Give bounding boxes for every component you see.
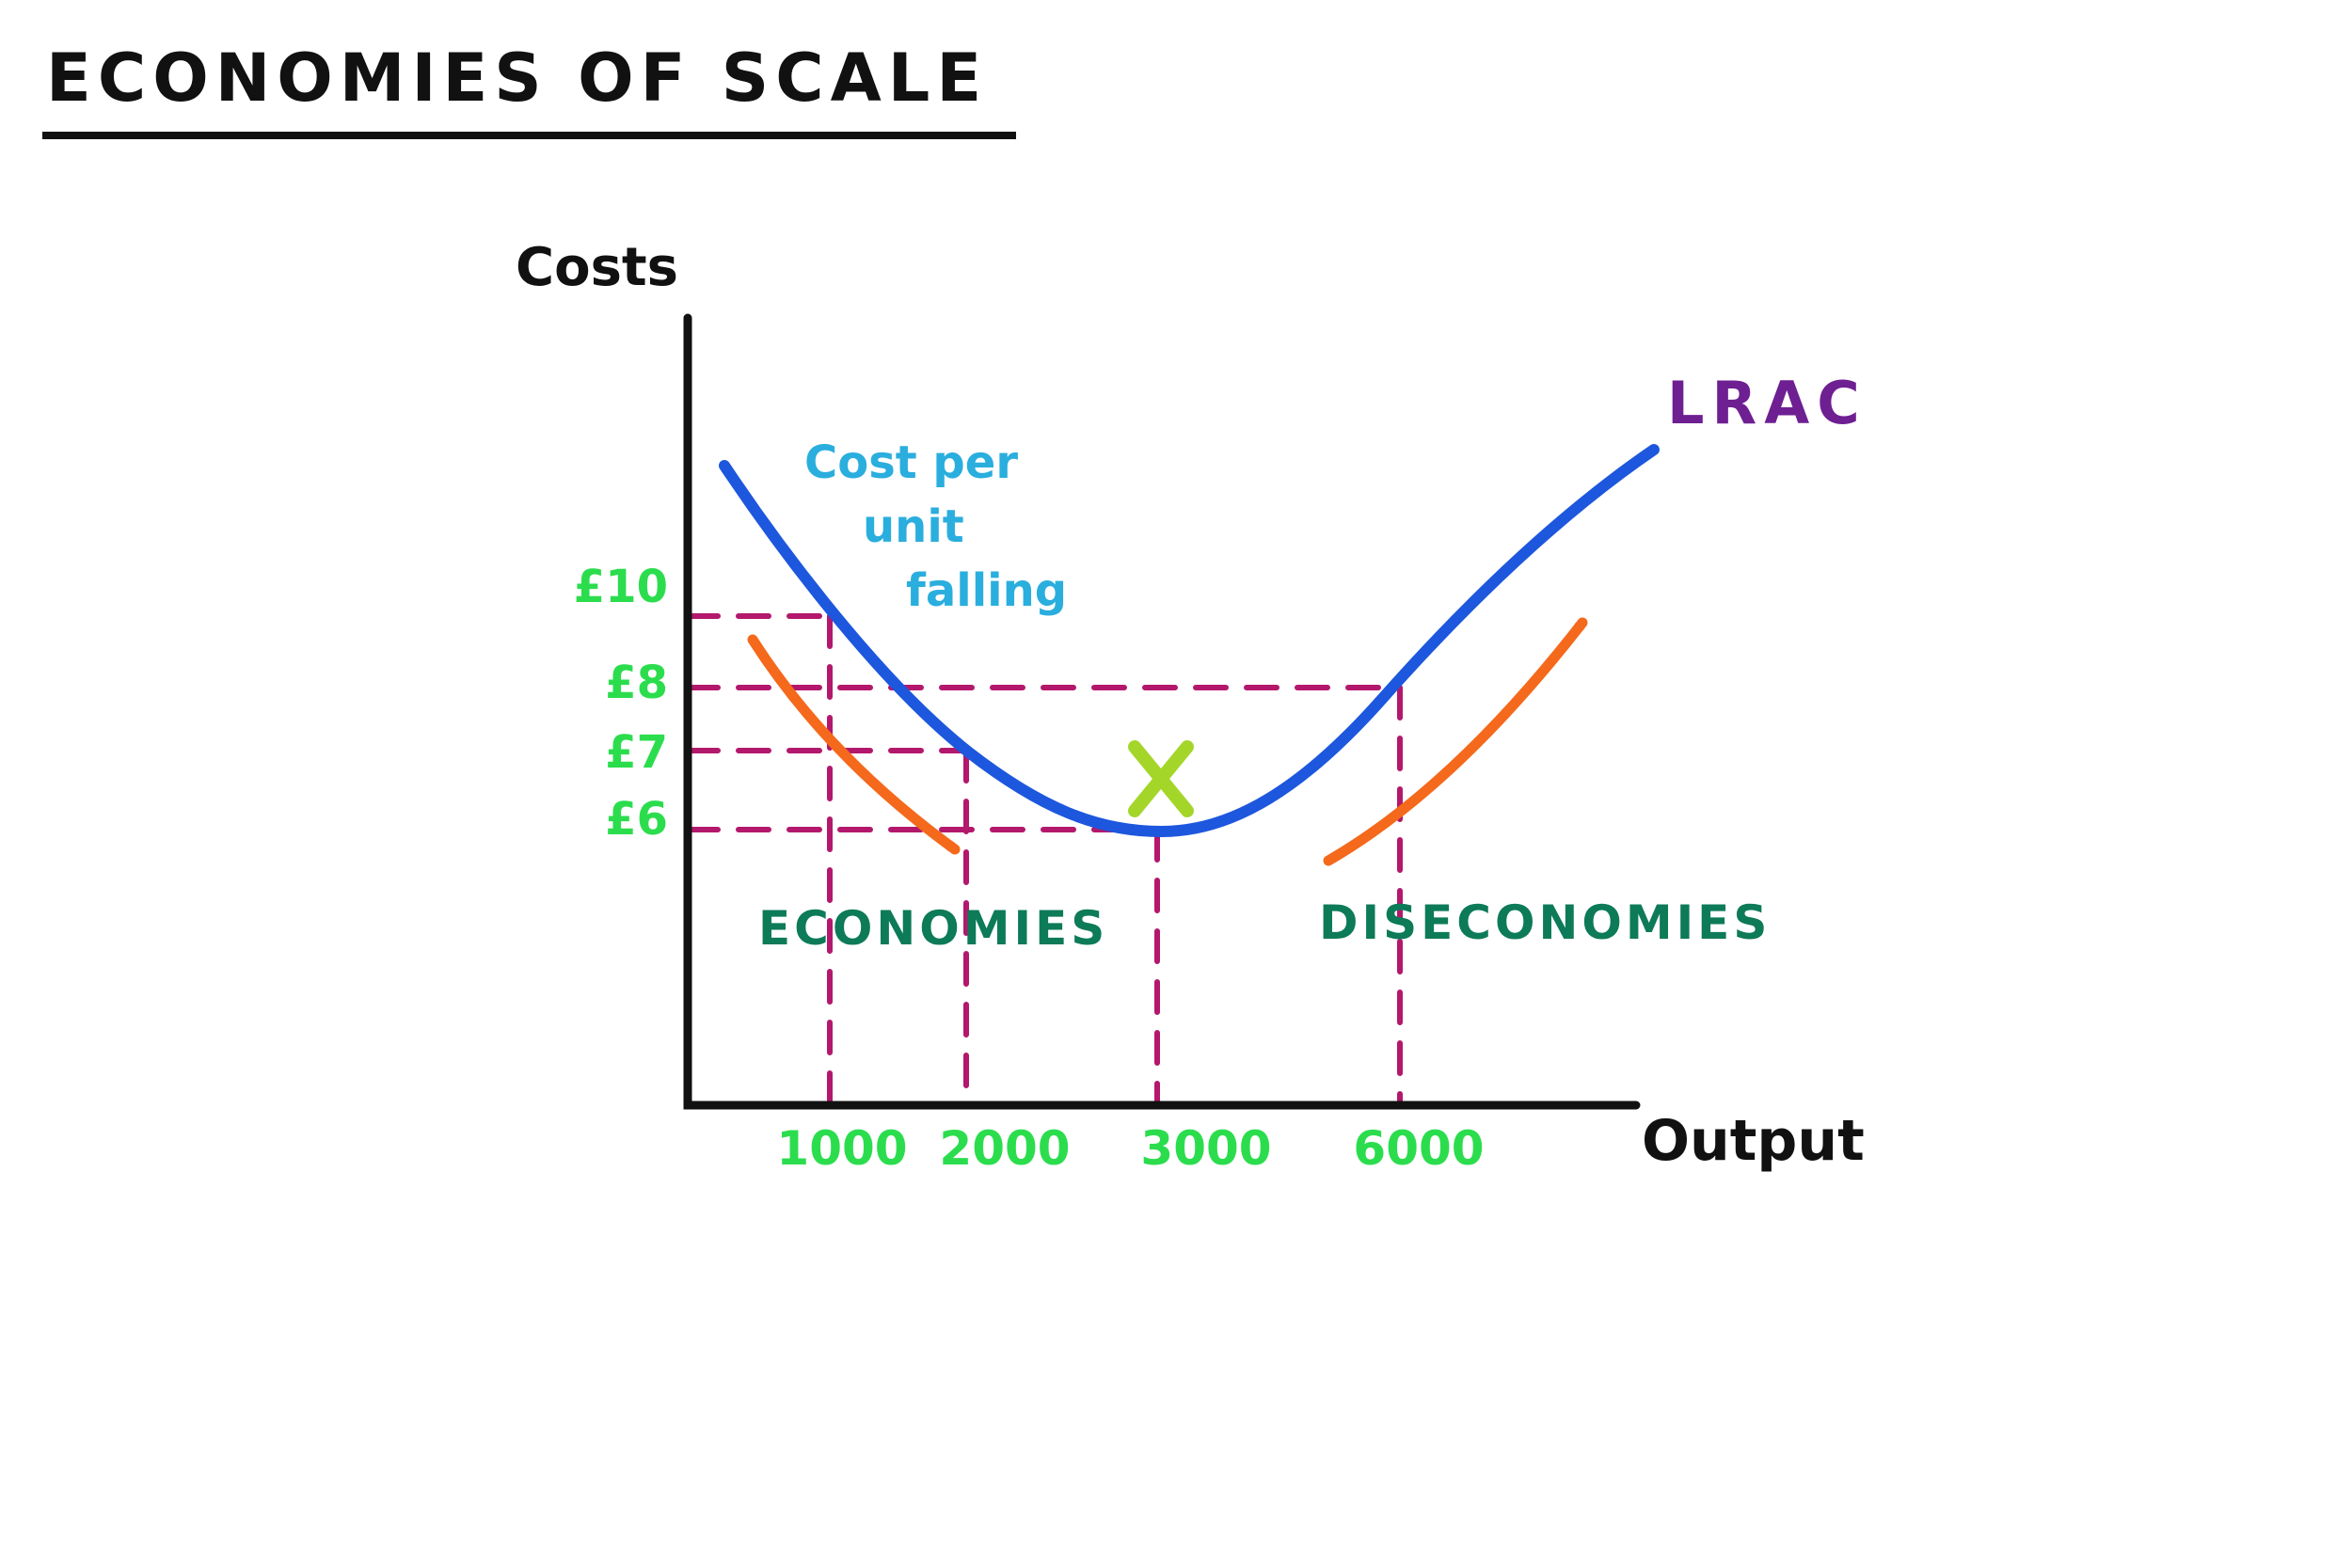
falling-cost-arrow xyxy=(747,634,961,855)
x-tick-3000: 3000 xyxy=(1140,1121,1272,1176)
x-tick-6000: 6000 xyxy=(1353,1121,1485,1176)
y-axis-label: Costs xyxy=(516,237,679,298)
page-title: ECONOMIES OF SCALE xyxy=(42,40,1017,139)
annotation-economies: ECONOMIES xyxy=(758,901,1109,956)
x-axis-label: Output xyxy=(1642,1108,1865,1174)
guide-6000-at-8 xyxy=(685,685,1403,1108)
guide-2000-at-7 xyxy=(685,748,969,1108)
cost-note-line1: Cost per xyxy=(804,436,1019,489)
rising-cost-arrow xyxy=(1323,617,1588,866)
guide-1000-at-10 xyxy=(685,613,833,1108)
y-tick-8: £8 xyxy=(605,657,668,709)
axes xyxy=(683,313,1641,1110)
y-tick-7: £7 xyxy=(605,726,668,779)
annotation-cost-per-unit-falling: Cost per unit falling xyxy=(804,431,1067,623)
curve-label-lrac: LRAC xyxy=(1667,369,1867,437)
lrac-curve xyxy=(719,444,1660,838)
dashed-guide-lines xyxy=(685,613,1403,1108)
x-marker-icon xyxy=(1128,740,1194,817)
guide-3000-at-6 xyxy=(685,827,1160,1108)
annotation-diseconomies: DISECONOMIES xyxy=(1319,895,1772,950)
cost-note-line3: falling xyxy=(906,564,1068,617)
x-tick-1000: 1000 xyxy=(776,1121,908,1176)
y-tick-6: £6 xyxy=(605,793,668,846)
x-tick-2000: 2000 xyxy=(939,1121,1071,1176)
y-tick-10: £10 xyxy=(573,561,668,613)
cost-note-line2: unit xyxy=(863,500,964,553)
